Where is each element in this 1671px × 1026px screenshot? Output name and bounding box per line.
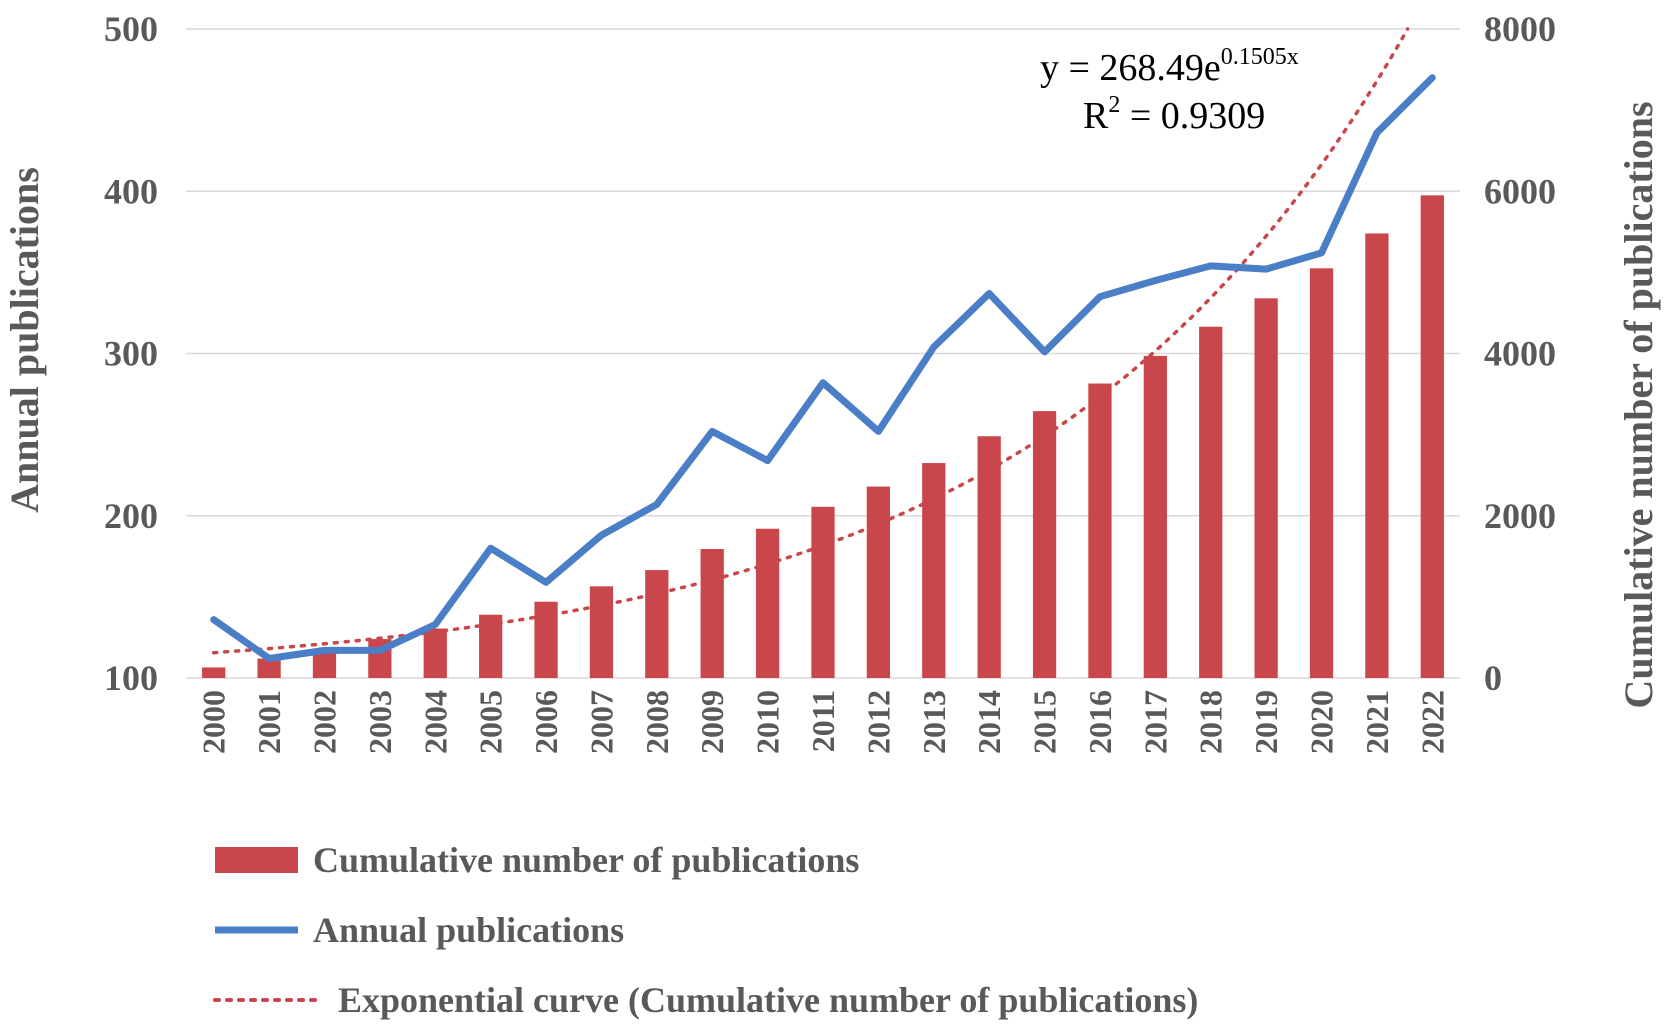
line-series-annual — [210, 74, 1436, 662]
bar-2011 — [811, 506, 835, 678]
x-tick-label: 2008 — [639, 690, 675, 754]
legend-item-cumulative: Cumulative number of publications — [215, 840, 859, 880]
x-tick-label: 2001 — [251, 690, 287, 754]
right-axis-title: Cumulative number of publications — [1616, 101, 1661, 708]
bar-2004 — [423, 628, 447, 678]
bar-2001 — [257, 658, 281, 678]
bar-2015 — [1032, 411, 1057, 678]
legend-bar-swatch — [215, 847, 298, 873]
right-tick-label: 8000 — [1484, 9, 1556, 49]
x-tick-label: 2016 — [1082, 690, 1118, 754]
bar-2012 — [866, 486, 891, 678]
bar-2010 — [755, 528, 780, 678]
x-tick-label: 2003 — [362, 690, 398, 754]
bar-2009 — [700, 549, 724, 678]
x-tick-label: 2009 — [694, 690, 730, 754]
bar-2016 — [1088, 383, 1112, 678]
x-tick-label: 2018 — [1193, 690, 1229, 754]
bar-2002 — [312, 648, 337, 678]
x-tick-label: 2017 — [1137, 690, 1173, 754]
bar-2013 — [922, 463, 946, 678]
bar-series-cumulative — [202, 195, 1444, 678]
bar-2017 — [1143, 355, 1167, 678]
equation-annotation: y = 268.49e0.1505x R2 = 0.9309 — [1040, 44, 1299, 137]
bar-2014 — [977, 436, 1001, 678]
x-tick-label: 2019 — [1248, 690, 1284, 754]
bar-2021 — [1365, 233, 1389, 678]
x-tick-label: 2022 — [1414, 690, 1450, 754]
left-tick-label: 400 — [104, 171, 158, 211]
left-axis-title: Annual publications — [2, 167, 47, 513]
x-tick-label: 2004 — [417, 690, 453, 754]
x-tick-label: 2013 — [916, 690, 952, 754]
right-tick-label: 0 — [1484, 658, 1502, 698]
x-tick-label: 2021 — [1359, 690, 1395, 754]
x-axis-ticks: 2000 2001 2002 2003 2004 2005 2006 2007 2008 2009… — [196, 690, 1451, 754]
right-tick-label: 2000 — [1484, 496, 1556, 536]
bar-2018 — [1199, 326, 1223, 678]
right-tick-label: 4000 — [1484, 334, 1556, 374]
bar-2008 — [645, 570, 669, 678]
x-tick-label: 2010 — [750, 690, 786, 754]
x-tick-label: 2007 — [583, 690, 619, 754]
bar-2020 — [1309, 268, 1334, 678]
bar-2006 — [534, 601, 558, 678]
legend-item-annual: Annual publications — [215, 910, 624, 950]
x-tick-label: 2015 — [1027, 690, 1063, 754]
bar-2022 — [1420, 195, 1444, 678]
left-axis-ticks: 100 200 300 400 500 — [104, 9, 158, 698]
x-tick-label: 2005 — [473, 690, 509, 754]
bar-2000 — [202, 667, 226, 678]
right-tick-label: 6000 — [1484, 171, 1556, 211]
x-tick-label: 2002 — [306, 690, 342, 754]
legend-label-trend: Exponential curve (Cumulative number of … — [338, 980, 1198, 1020]
gridlines — [186, 28, 1460, 679]
x-tick-label: 2011 — [805, 690, 841, 752]
r-squared-text: R2 = 0.9309 — [1083, 92, 1265, 137]
x-tick-label: 2012 — [860, 690, 896, 754]
legend-item-trend: Exponential curve (Cumulative number of … — [213, 980, 1198, 1020]
bar-2019 — [1254, 298, 1278, 678]
x-tick-label: 2000 — [196, 690, 232, 754]
x-tick-label: 2020 — [1304, 690, 1340, 754]
legend-label-annual: Annual publications — [313, 910, 624, 950]
bar-2007 — [589, 586, 614, 678]
bar-2005 — [479, 614, 503, 678]
left-tick-label: 500 — [104, 9, 158, 49]
legend: Cumulative number of publications Annual… — [213, 840, 1198, 1020]
left-tick-label: 200 — [104, 496, 158, 536]
legend-label-cumulative: Cumulative number of publications — [313, 840, 859, 880]
equation-text: y = 268.49e0.1505x — [1040, 44, 1299, 89]
right-axis-ticks: 0 2000 4000 6000 8000 — [1484, 9, 1556, 698]
x-tick-label: 2006 — [528, 690, 564, 754]
left-tick-label: 100 — [104, 658, 158, 698]
x-tick-label: 2014 — [971, 690, 1007, 754]
left-tick-label: 300 — [104, 334, 158, 374]
